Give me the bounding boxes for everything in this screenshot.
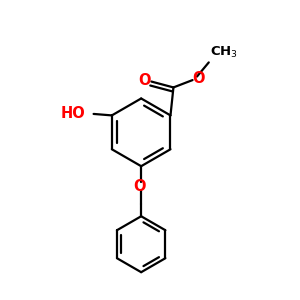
Text: CH$_3$: CH$_3$	[210, 45, 238, 60]
Text: O: O	[139, 73, 151, 88]
Text: HO: HO	[61, 106, 85, 122]
Text: O: O	[134, 179, 146, 194]
Text: O: O	[192, 71, 205, 86]
